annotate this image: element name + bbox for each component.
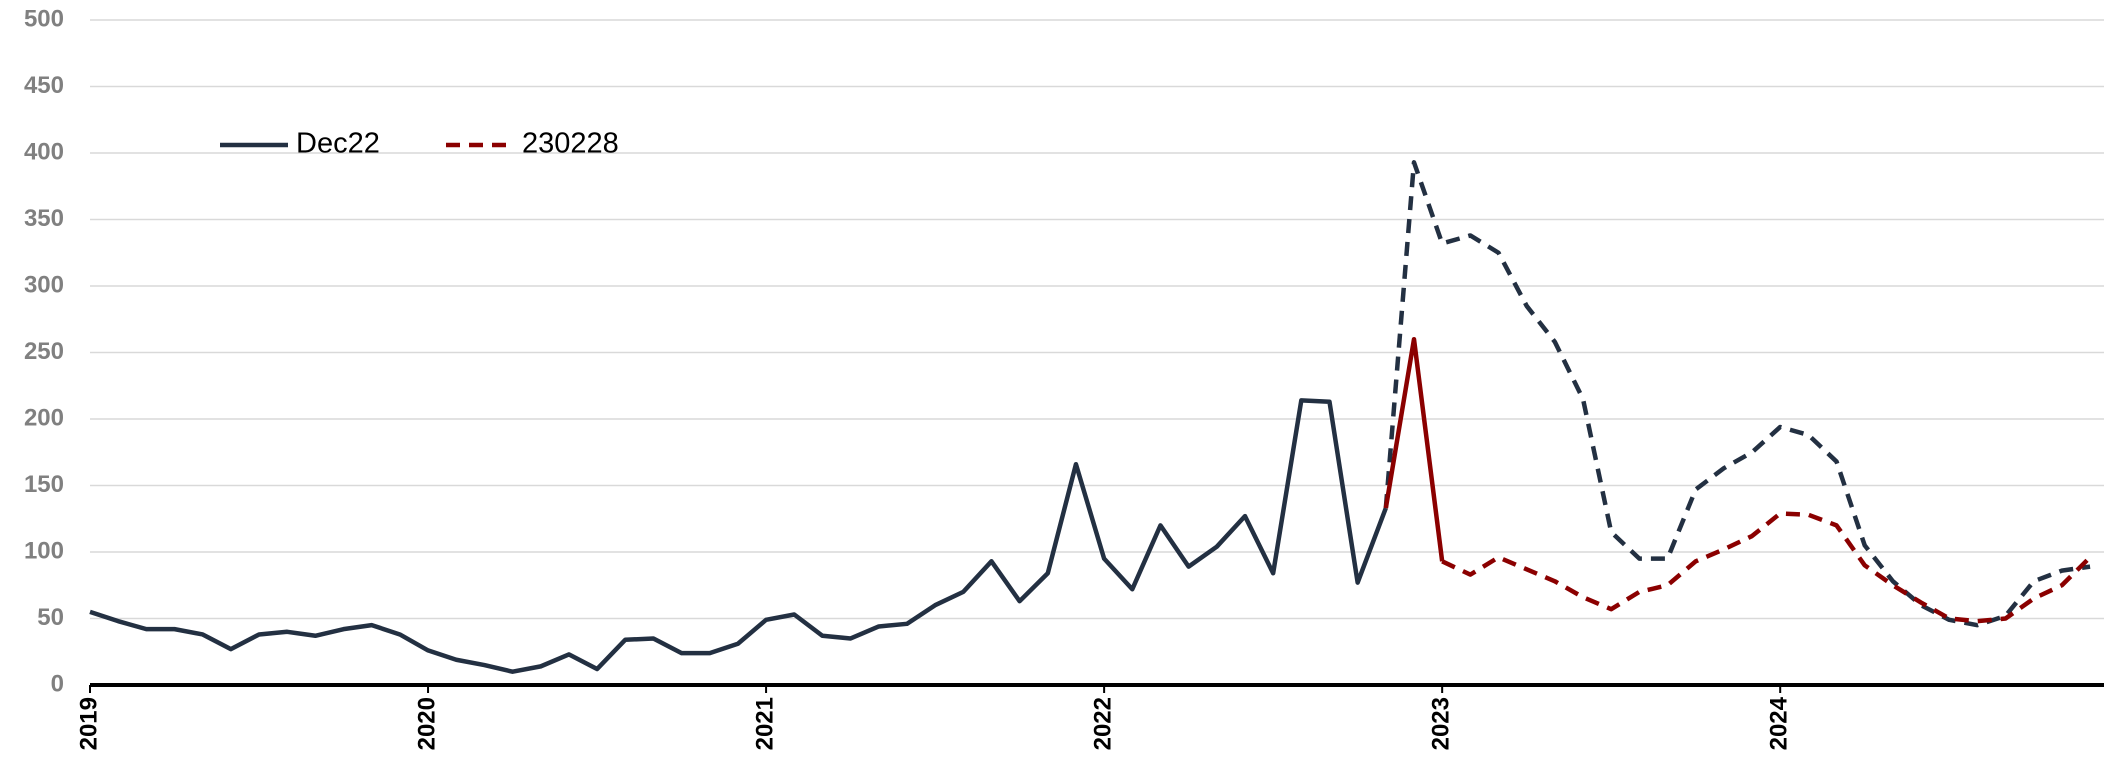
- y-tick-label: 50: [37, 604, 64, 631]
- y-tick-label: 100: [24, 537, 64, 564]
- y-tick-label: 500: [24, 5, 64, 32]
- line-dashed: [1383, 160, 2091, 628]
- x-tick-label: 2023: [1428, 697, 1455, 750]
- x-tick-label: 2022: [1089, 697, 1116, 750]
- line: [1383, 336, 1445, 562]
- x-tick-label: 2020: [413, 697, 440, 750]
- y-tick-label: 450: [24, 72, 64, 99]
- x-tick-label: 2021: [751, 697, 778, 750]
- y-tick-label: 150: [24, 471, 64, 498]
- legend-label: 230228: [522, 128, 619, 160]
- y-tick-label: 0: [51, 670, 64, 697]
- y-tick-label: 400: [24, 138, 64, 165]
- x-tick-label: 2024: [1766, 696, 1793, 750]
- y-tick-label: 250: [24, 338, 64, 365]
- line: [89, 398, 1388, 674]
- y-tick-label: 200: [24, 404, 64, 431]
- y-tick-label: 300: [24, 271, 64, 298]
- line-dashed: [1441, 511, 2092, 624]
- y-tick-label: 350: [24, 205, 64, 232]
- x-tick-label: 2019: [75, 697, 102, 750]
- legend-label: Dec22: [296, 128, 380, 160]
